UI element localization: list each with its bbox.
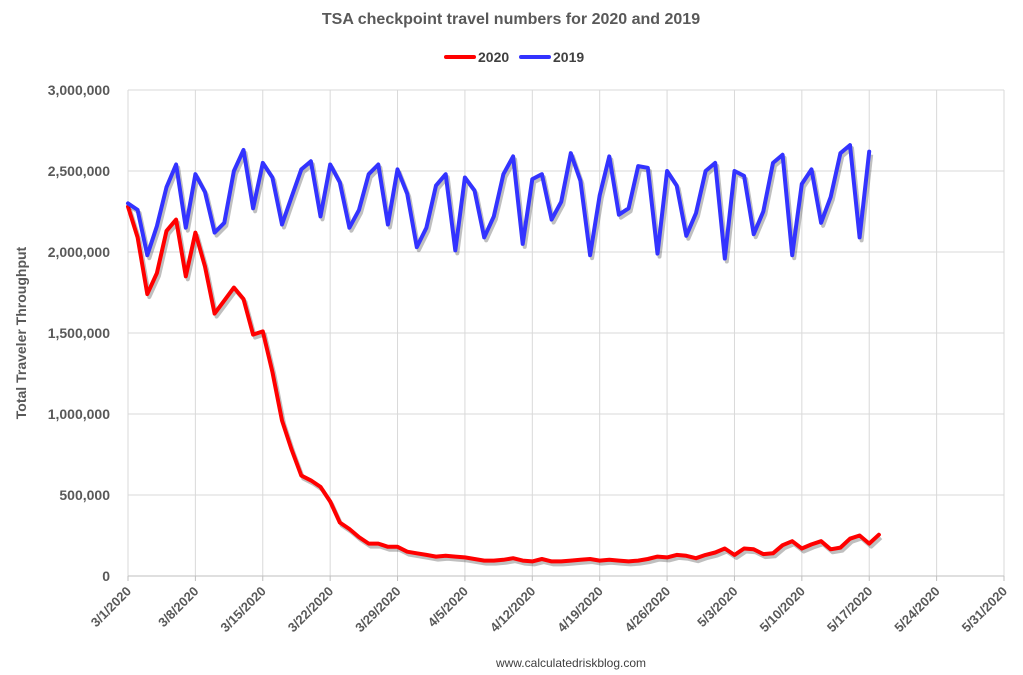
x-tick-label: 4/12/2020 — [487, 584, 539, 636]
x-tick-label: 4/26/2020 — [622, 584, 674, 636]
series-line-2019 — [126, 143, 872, 261]
y-tick-label: 1,000,000 — [48, 406, 110, 422]
y-axis-label: Total Traveler Throughput — [13, 246, 29, 419]
x-tick-label: 5/17/2020 — [824, 584, 876, 636]
series-shadow-2019 — [128, 146, 874, 264]
series-shadow-2020 — [128, 209, 883, 567]
x-axis-ticks: 3/1/2020 3/8/2020 3/15/2020 3/22/2020 3/29/2… — [88, 576, 1010, 635]
x-tick-label: 3/29/2020 — [352, 584, 404, 636]
legend-label-2020: 2020 — [478, 49, 509, 65]
y-tick-label: 1,500,000 — [48, 325, 110, 341]
y-tick-label: 3,000,000 — [48, 82, 110, 98]
y-axis-ticks: 0 500,000 1,000,000 1,500,000 2,000,000 2,500… — [48, 82, 111, 584]
x-tick-label: 4/5/2020 — [425, 584, 471, 630]
legend: 2020 2019 — [444, 49, 584, 65]
x-tick-label: 5/10/2020 — [756, 584, 808, 636]
x-tick-label: 5/31/2020 — [959, 584, 1011, 636]
series-lines — [126, 143, 883, 567]
legend-label-2019: 2019 — [553, 49, 584, 65]
x-tick-label: 5/24/2020 — [891, 584, 943, 636]
x-tick-label: 3/15/2020 — [217, 584, 269, 636]
x-tick-label: 5/3/2020 — [694, 584, 740, 630]
y-tick-label: 0 — [102, 568, 110, 584]
series-line-2020 — [126, 204, 881, 564]
x-tick-label: 3/8/2020 — [155, 584, 201, 630]
y-tick-label: 500,000 — [59, 487, 110, 503]
x-tick-label: 3/1/2020 — [88, 584, 134, 630]
source-credit: www.calculatedriskblog.com — [495, 656, 646, 670]
x-tick-label: 4/19/2020 — [554, 584, 606, 636]
y-tick-label: 2,500,000 — [48, 163, 110, 179]
chart-title: TSA checkpoint travel numbers for 2020 a… — [322, 11, 700, 28]
y-tick-label: 2,000,000 — [48, 244, 110, 260]
x-tick-label: 3/22/2020 — [285, 584, 337, 636]
